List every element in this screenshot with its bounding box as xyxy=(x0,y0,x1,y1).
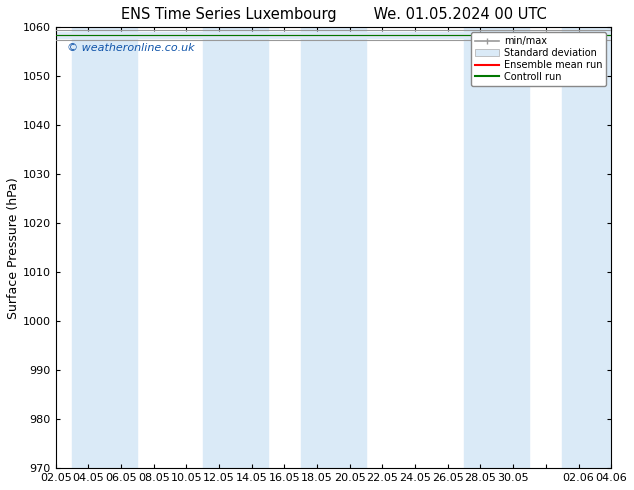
Title: ENS Time Series Luxembourg        We. 01.05.2024 00 UTC: ENS Time Series Luxembourg We. 01.05.202… xyxy=(120,7,547,22)
Bar xyxy=(301,27,366,468)
Bar xyxy=(72,27,138,468)
Legend: min/max, Standard deviation, Ensemble mean run, Controll run: min/max, Standard deviation, Ensemble me… xyxy=(471,32,606,86)
Bar xyxy=(464,27,529,468)
Bar xyxy=(203,27,268,468)
Y-axis label: Surface Pressure (hPa): Surface Pressure (hPa) xyxy=(7,177,20,318)
Text: © weatheronline.co.uk: © weatheronline.co.uk xyxy=(67,43,195,53)
Bar xyxy=(562,27,628,468)
